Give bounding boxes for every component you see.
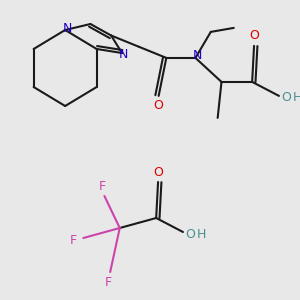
Text: N: N bbox=[62, 22, 72, 34]
Text: N: N bbox=[193, 50, 202, 62]
Text: H: H bbox=[196, 227, 206, 241]
Text: O: O bbox=[154, 99, 164, 112]
Text: O: O bbox=[153, 166, 163, 178]
Text: F: F bbox=[99, 179, 106, 193]
Text: N: N bbox=[119, 49, 129, 62]
Text: H: H bbox=[292, 92, 300, 104]
Text: O: O bbox=[282, 92, 292, 104]
Text: O: O bbox=[249, 29, 259, 42]
Text: O: O bbox=[186, 227, 196, 241]
Text: F: F bbox=[105, 275, 112, 289]
Text: F: F bbox=[70, 233, 77, 247]
